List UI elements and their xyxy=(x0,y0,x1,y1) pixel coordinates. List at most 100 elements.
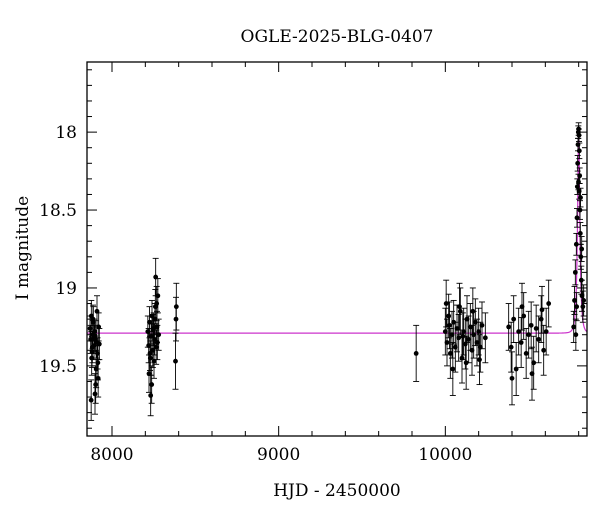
plot-frame xyxy=(86,61,588,437)
point-marker xyxy=(464,316,470,322)
point-marker xyxy=(536,336,542,342)
point-marker xyxy=(93,382,99,387)
point-marker xyxy=(413,351,419,356)
point-marker xyxy=(152,316,158,322)
point-marker xyxy=(154,340,160,345)
plot-area xyxy=(87,122,587,421)
data-point xyxy=(479,301,485,350)
data-point xyxy=(577,187,584,208)
y-tick-label: 18.5 xyxy=(39,201,77,221)
data-point xyxy=(150,314,156,347)
point-marker xyxy=(450,366,456,372)
chart-title: OGLE-2025-BLG-0407 xyxy=(241,27,434,47)
point-marker xyxy=(572,269,578,275)
point-marker xyxy=(446,313,452,319)
data-point xyxy=(173,296,179,342)
point-marker xyxy=(469,347,475,353)
point-marker xyxy=(173,358,178,364)
data-point xyxy=(91,324,98,354)
data-point xyxy=(152,257,159,297)
data-point xyxy=(572,259,579,286)
data-point xyxy=(509,351,515,406)
plot-clip-group xyxy=(87,122,587,421)
point-marker xyxy=(531,360,537,366)
point-marker xyxy=(460,333,466,339)
point-marker xyxy=(466,336,472,342)
point-marker xyxy=(472,319,478,325)
data-point xyxy=(469,287,476,336)
point-marker xyxy=(474,340,480,345)
data-point xyxy=(505,303,512,351)
y-tick-label: 18 xyxy=(55,123,77,143)
data-point xyxy=(543,307,550,356)
data-point xyxy=(539,285,545,334)
point-marker xyxy=(479,322,485,328)
point-marker xyxy=(447,322,452,328)
point-marker xyxy=(173,316,179,322)
data-point xyxy=(533,304,540,353)
point-marker xyxy=(577,231,583,236)
point-marker xyxy=(579,246,585,252)
data-point xyxy=(147,335,153,371)
point-marker xyxy=(94,308,100,314)
point-marker xyxy=(457,304,462,310)
point-marker xyxy=(150,327,156,333)
data-point xyxy=(449,342,456,396)
point-marker xyxy=(541,347,547,353)
point-marker xyxy=(506,324,512,330)
data-point xyxy=(446,301,453,350)
model-curve xyxy=(87,131,587,334)
point-marker xyxy=(546,301,552,306)
point-marker xyxy=(575,160,581,166)
data-point xyxy=(576,142,583,160)
x-tick-label: 8000 xyxy=(90,445,133,465)
point-marker xyxy=(153,274,159,280)
point-marker xyxy=(573,241,579,247)
point-marker xyxy=(442,329,448,334)
point-marker xyxy=(518,340,524,345)
point-marker xyxy=(88,397,94,403)
axes-frame: 8000 9000 10000 18 18.5 19 19.5 xyxy=(39,61,588,465)
data-point xyxy=(523,328,530,379)
data-point xyxy=(456,282,463,331)
point-marker xyxy=(578,195,583,200)
point-marker xyxy=(452,344,458,350)
data-point xyxy=(572,318,579,351)
data-point xyxy=(525,310,532,359)
point-marker xyxy=(581,298,587,303)
point-marker xyxy=(519,304,525,310)
data-point xyxy=(90,304,96,334)
data-point xyxy=(508,321,515,373)
data-point xyxy=(529,346,535,401)
point-marker xyxy=(538,316,544,322)
point-marker xyxy=(89,355,95,361)
point-marker xyxy=(449,332,455,338)
point-marker xyxy=(533,326,539,331)
point-marker xyxy=(147,351,153,356)
data-point xyxy=(573,292,580,322)
point-marker xyxy=(477,357,482,363)
y-axis-label: I magnitude xyxy=(13,196,33,300)
point-marker xyxy=(90,316,96,322)
data-point xyxy=(538,295,545,343)
point-marker xyxy=(482,335,488,341)
data-point xyxy=(94,295,100,328)
data-point xyxy=(154,324,161,361)
point-marker xyxy=(149,382,155,387)
data-point xyxy=(576,128,582,142)
point-marker xyxy=(89,344,95,350)
point-marker xyxy=(574,304,580,310)
y-tick-label: 19.5 xyxy=(39,357,77,377)
data-point xyxy=(530,335,537,390)
data-point xyxy=(459,312,466,361)
point-marker xyxy=(444,340,450,345)
data-point xyxy=(574,208,580,228)
data-point xyxy=(545,279,552,328)
data-point xyxy=(528,301,535,350)
point-marker xyxy=(521,313,527,319)
point-marker xyxy=(463,360,469,366)
data-point xyxy=(573,232,580,256)
point-marker xyxy=(511,316,517,322)
x-tick-label: 10000 xyxy=(418,445,472,465)
